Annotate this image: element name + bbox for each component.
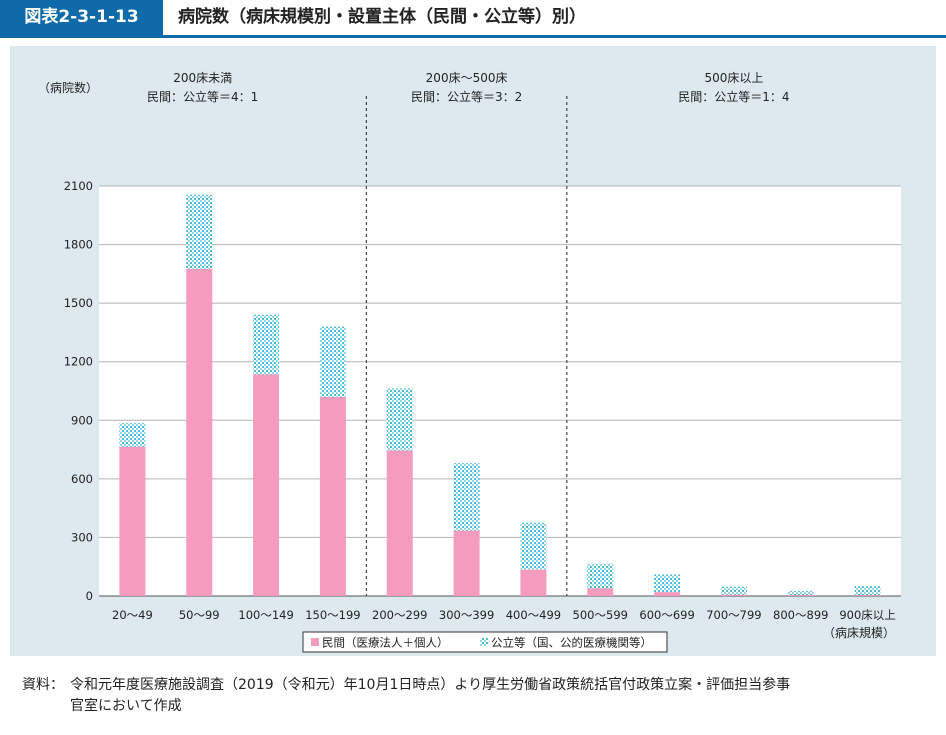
y-tick-label: 2100 <box>64 179 93 193</box>
y-tick-label: 900 <box>71 413 93 427</box>
bar-public <box>520 522 547 570</box>
y-tick-label: 1500 <box>64 296 93 310</box>
bar-public <box>186 194 213 269</box>
bar-private <box>253 374 280 596</box>
figure-header: 図表2-3-1-13 病院数（病床規模別・設置主体（民間・公立等）別） <box>0 0 946 38</box>
legend: 民間（医療法人＋個人） 公立等（国、公的医療機関等） <box>302 631 668 653</box>
source-line-1: 令和元年度医療施設調査（2019（令和元）年10月1日時点）より厚生労働省政策統… <box>70 677 791 693</box>
bar-private <box>319 396 346 596</box>
y-tick-label: 1800 <box>64 238 93 252</box>
x-tick-label: 100～149 <box>238 608 293 622</box>
y-axis-ticks: 0 300 600 900 1200 1500 1800 2100 <box>64 179 93 603</box>
y-tick-label: 0 <box>86 589 93 603</box>
x-tick-label: 800～899 <box>773 608 828 622</box>
x-axis-label: （病床規模） <box>823 625 895 640</box>
x-tick-label: 400～499 <box>506 608 561 622</box>
x-tick-label: 20～49 <box>112 608 153 622</box>
legend-label-public: 公立等（国、公的医療機関等） <box>491 636 652 650</box>
group-dividers <box>365 96 568 596</box>
legend-swatch-private <box>311 638 319 646</box>
plot-area <box>99 186 901 596</box>
group-title: 200床未満 <box>173 71 232 85</box>
source-label: 資料： <box>22 677 64 693</box>
bar-private <box>654 592 681 596</box>
x-tick-label: 150～199 <box>305 608 360 622</box>
stacked-bar-chart: 0 300 600 900 1200 1500 1800 2100 20～49 50～99 100… <box>38 71 901 653</box>
chart-panel: 0 300 600 900 1200 1500 1800 2100 20～49 50～99 100… <box>10 46 936 656</box>
bar-public <box>854 586 881 596</box>
bar-private <box>787 595 814 596</box>
legend-label-private: 民間（医療法人＋個人） <box>322 636 449 650</box>
x-tick-label: 600～699 <box>639 608 694 622</box>
grid-lines <box>99 185 901 597</box>
bar-public <box>386 388 413 451</box>
bar-public <box>587 563 614 589</box>
group-title: 200床～500床 <box>426 71 508 85</box>
source-line-2: 官室において作成 <box>70 698 182 714</box>
bar-public <box>720 586 747 595</box>
x-tick-label: 900床以上 <box>839 608 895 622</box>
bar-private <box>119 446 146 596</box>
bar-private <box>186 268 213 596</box>
bar-public <box>319 326 346 397</box>
legend-swatch-public <box>480 638 488 646</box>
y-tick-label: 1200 <box>64 355 93 369</box>
figure-title: 病院数（病床規模別・設置主体（民間・公立等）別） <box>178 7 586 27</box>
bar-private <box>720 594 747 596</box>
bar-public <box>119 423 146 447</box>
bar-public <box>787 591 814 596</box>
bars <box>119 194 881 596</box>
y-axis-label: （病院数） <box>38 80 98 95</box>
group-ratio: 民間：公立等＝3：2 <box>411 89 522 104</box>
x-tick-label: 200～299 <box>372 608 427 622</box>
bar-private <box>854 595 881 596</box>
bar-private <box>587 588 614 596</box>
group-title: 500床以上 <box>704 71 763 85</box>
group-ratio: 民間：公立等＝1：4 <box>678 89 789 104</box>
bar-private <box>453 530 480 596</box>
y-tick-label: 300 <box>71 530 93 544</box>
bar-public <box>253 314 280 375</box>
bar-private <box>520 569 547 596</box>
bar-public <box>654 574 681 593</box>
x-tick-label: 50～99 <box>179 608 220 622</box>
x-tick-label: 300～399 <box>439 608 494 622</box>
bar-private <box>386 450 413 596</box>
y-tick-label: 600 <box>71 472 93 486</box>
x-tick-label: 500～599 <box>573 608 628 622</box>
group-ratio: 民間：公立等＝4：1 <box>147 89 258 104</box>
figure-number: 図表2-3-1-13 <box>0 0 163 35</box>
x-axis-ticks: 20～49 50～99 100～149 150～199 200～299 300～399 40… <box>112 608 896 622</box>
bar-public <box>453 463 480 531</box>
x-tick-label: 700～799 <box>706 608 761 622</box>
